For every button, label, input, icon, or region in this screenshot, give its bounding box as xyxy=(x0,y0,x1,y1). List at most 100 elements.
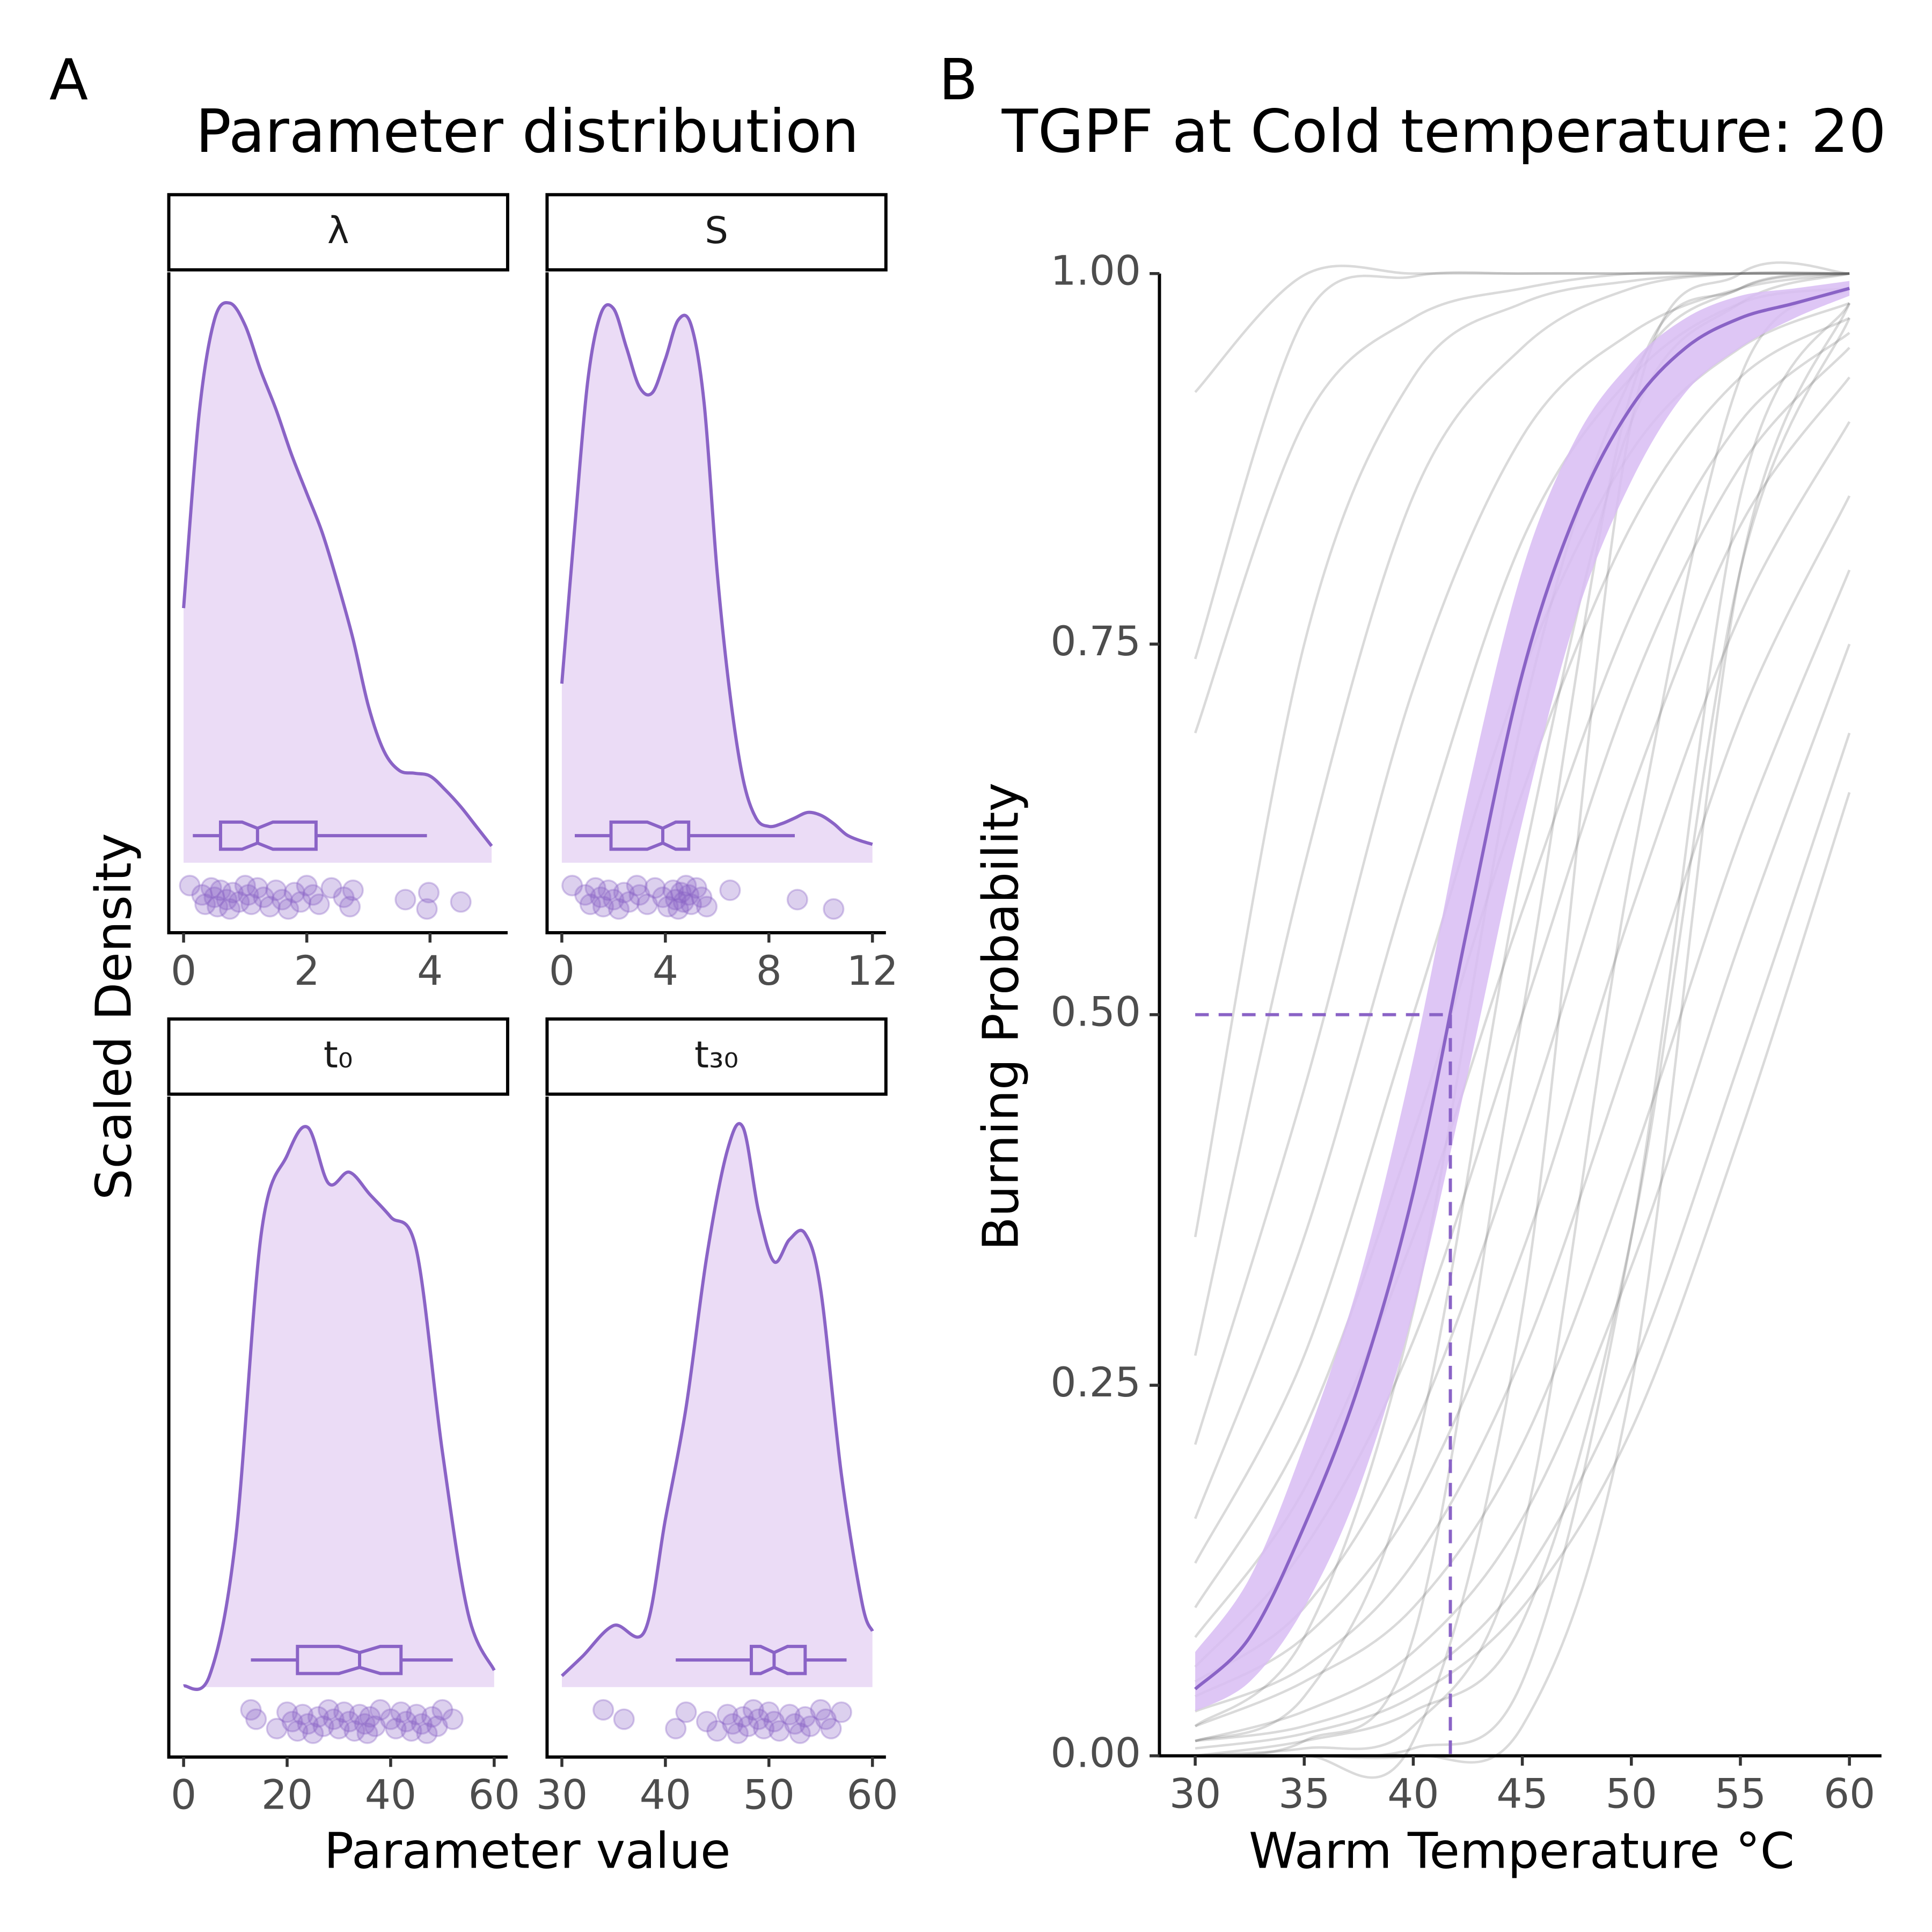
point xyxy=(652,886,674,909)
point xyxy=(786,889,808,911)
point xyxy=(277,898,299,920)
ribbon xyxy=(1195,281,1850,1711)
point xyxy=(240,1699,262,1721)
x-tick-label: 40 xyxy=(1387,1770,1439,1817)
point xyxy=(579,893,602,916)
panel-label: B xyxy=(939,47,977,113)
gray-curve xyxy=(1195,261,1850,1779)
point xyxy=(810,1699,832,1721)
gray-curve xyxy=(1194,317,1850,1608)
gray-curve xyxy=(1194,287,1850,1519)
chart-title: Parameter distribution xyxy=(196,97,859,166)
point xyxy=(719,879,741,901)
gray-curve xyxy=(1194,272,1850,1445)
x-tick-label: 0 xyxy=(171,1772,196,1819)
gray-curve xyxy=(1194,271,1850,734)
gray-curve xyxy=(1195,733,1851,1743)
point xyxy=(667,898,690,920)
fit-curve xyxy=(1194,287,1850,1690)
point xyxy=(194,893,216,916)
x-tick-label: 4 xyxy=(417,947,443,994)
point xyxy=(421,1706,443,1728)
point xyxy=(748,1708,770,1730)
point xyxy=(333,886,355,909)
point xyxy=(592,896,614,918)
point xyxy=(657,896,679,918)
point xyxy=(716,1703,738,1725)
density-area xyxy=(184,302,492,863)
point xyxy=(722,1713,744,1735)
density-area xyxy=(184,1126,494,1690)
point xyxy=(390,1701,412,1723)
point xyxy=(356,1722,378,1744)
point xyxy=(597,879,619,901)
axis-line xyxy=(545,1096,886,1759)
x-tick-label: 30 xyxy=(536,1772,588,1819)
x-tick-label: 2 xyxy=(294,947,320,994)
point xyxy=(675,875,697,897)
facet-strip xyxy=(545,1017,888,1096)
gray-curve xyxy=(1195,303,1851,1764)
gray-curve xyxy=(1195,569,1851,1728)
y-tick-label: 1.00 xyxy=(1050,247,1141,295)
point xyxy=(416,1722,438,1744)
point xyxy=(297,1713,319,1735)
axis-line xyxy=(167,1096,508,1759)
point xyxy=(308,893,330,916)
point xyxy=(320,877,342,899)
density-curve xyxy=(182,301,493,847)
point xyxy=(665,1717,687,1740)
point xyxy=(779,1703,801,1725)
gray-curve xyxy=(1195,792,1851,1750)
point xyxy=(406,1703,428,1725)
gray-curve xyxy=(1194,271,1850,660)
point xyxy=(276,1701,298,1723)
point xyxy=(400,1720,422,1742)
y-tick-label: 0.75 xyxy=(1050,618,1141,665)
point xyxy=(732,1706,754,1728)
point xyxy=(442,1708,464,1730)
point xyxy=(416,898,438,920)
point xyxy=(672,891,694,913)
point xyxy=(222,882,244,904)
gray-curve xyxy=(1194,265,1850,393)
point xyxy=(823,898,845,920)
x-tick-label: 8 xyxy=(756,947,782,994)
point xyxy=(644,877,666,899)
point xyxy=(794,1706,816,1728)
point xyxy=(203,886,225,909)
point xyxy=(613,882,635,904)
point xyxy=(426,1715,448,1737)
x-tick-label: 50 xyxy=(1606,1770,1657,1817)
point xyxy=(266,1717,288,1740)
point xyxy=(799,1715,822,1737)
point xyxy=(626,875,648,897)
point xyxy=(662,879,684,901)
x-tick-label: 60 xyxy=(469,1772,520,1819)
point xyxy=(281,1710,303,1732)
point xyxy=(385,1717,407,1740)
point xyxy=(323,1708,345,1730)
point xyxy=(742,1699,764,1721)
density-curve xyxy=(560,303,873,846)
point xyxy=(283,882,305,904)
gray-curve xyxy=(1194,271,1850,1356)
point xyxy=(592,1699,614,1721)
chart-title: TGPF at Cold temperature: 20 xyxy=(1001,97,1886,166)
gray-curve xyxy=(1195,421,1851,1698)
point xyxy=(830,1701,852,1723)
x-tick-label: 0 xyxy=(549,947,575,994)
point xyxy=(815,1708,837,1730)
point xyxy=(359,1706,381,1728)
point xyxy=(246,877,268,899)
point xyxy=(395,1710,417,1732)
x-tick-label: 50 xyxy=(743,1772,795,1819)
strip-label: t₃₀ xyxy=(694,1034,738,1077)
point xyxy=(240,893,262,916)
point xyxy=(789,1722,811,1744)
point xyxy=(290,891,312,913)
box xyxy=(296,1644,403,1675)
point xyxy=(338,1710,360,1732)
box xyxy=(218,820,318,851)
